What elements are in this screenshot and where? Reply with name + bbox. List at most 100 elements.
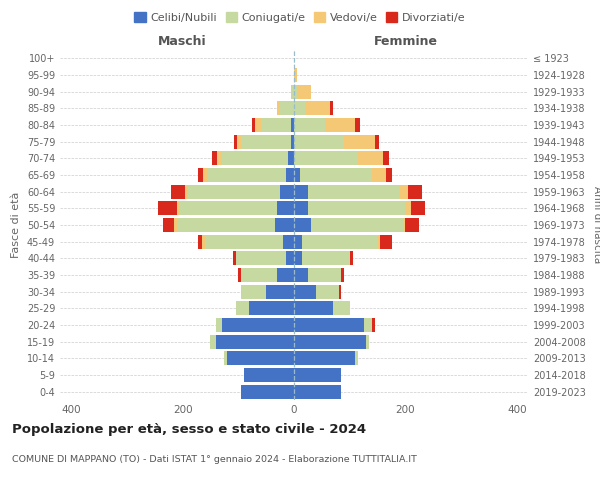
Bar (294, 384, 341, 399)
Bar (299, 168, 372, 182)
Bar (275, 218, 294, 232)
Bar (294, 201, 308, 216)
Bar (280, 184, 294, 199)
Bar (277, 201, 294, 216)
Text: Maschi: Maschi (158, 34, 207, 48)
Text: Femmine: Femmine (373, 34, 437, 48)
Bar (197, 168, 203, 182)
Bar (294, 234, 302, 249)
Bar (234, 134, 236, 149)
Bar (236, 251, 286, 266)
Bar (294, 318, 364, 332)
Bar (294, 84, 297, 99)
Bar (216, 318, 221, 332)
Bar (355, 118, 360, 132)
Bar (325, 118, 355, 132)
Bar (305, 102, 330, 116)
Bar (302, 251, 350, 266)
Bar (294, 284, 316, 298)
Bar (197, 234, 202, 249)
Bar (241, 384, 294, 399)
Bar (236, 134, 241, 149)
Bar (241, 284, 266, 298)
Bar (311, 218, 403, 232)
Bar (241, 134, 291, 149)
Bar (289, 152, 294, 166)
Bar (294, 118, 325, 132)
Bar (294, 368, 341, 382)
Bar (280, 102, 294, 116)
Bar (286, 251, 294, 266)
Bar (260, 118, 291, 132)
Bar (341, 268, 344, 282)
Bar (211, 334, 216, 349)
Bar (157, 201, 177, 216)
Bar (185, 184, 188, 199)
Bar (294, 152, 358, 166)
Bar (283, 234, 294, 249)
Bar (294, 68, 297, 82)
Bar (244, 368, 294, 382)
Bar (203, 168, 208, 182)
Bar (333, 301, 350, 316)
Bar (294, 102, 305, 116)
Bar (221, 318, 294, 332)
Bar (216, 334, 294, 349)
Bar (188, 184, 280, 199)
Bar (180, 201, 277, 216)
Bar (291, 134, 294, 149)
Bar (294, 334, 367, 349)
Bar (163, 218, 174, 232)
Bar (205, 234, 283, 249)
Bar (403, 218, 406, 232)
Bar (177, 218, 275, 232)
Bar (386, 168, 392, 182)
Bar (277, 102, 280, 116)
Bar (367, 334, 369, 349)
Bar (408, 184, 422, 199)
Bar (344, 134, 375, 149)
Bar (233, 251, 235, 266)
Bar (308, 201, 406, 216)
Bar (330, 102, 333, 116)
Bar (372, 168, 386, 182)
Bar (411, 201, 425, 216)
Bar (375, 134, 379, 149)
Bar (177, 201, 180, 216)
Bar (221, 152, 289, 166)
Bar (380, 234, 392, 249)
Bar (224, 352, 227, 366)
Bar (174, 218, 177, 232)
Bar (294, 134, 344, 149)
Bar (294, 301, 333, 316)
Bar (316, 284, 338, 298)
Bar (294, 218, 311, 232)
Bar (297, 84, 311, 99)
Bar (383, 152, 389, 166)
Bar (286, 168, 294, 182)
Bar (277, 268, 294, 282)
Bar (308, 268, 341, 282)
Bar (372, 318, 375, 332)
Bar (406, 218, 419, 232)
Bar (358, 152, 383, 166)
Bar (252, 118, 255, 132)
Text: Popolazione per età, sesso e stato civile - 2024: Popolazione per età, sesso e stato civil… (12, 422, 366, 436)
Bar (350, 251, 353, 266)
Legend: Celibi/Nubili, Coniugati/e, Vedovi/e, Divorziati/e: Celibi/Nubili, Coniugati/e, Vedovi/e, Di… (130, 8, 470, 28)
Bar (308, 184, 400, 199)
Bar (238, 268, 241, 282)
Bar (266, 284, 294, 298)
Bar (217, 152, 221, 166)
Bar (355, 352, 358, 366)
Bar (202, 234, 205, 249)
Bar (400, 184, 408, 199)
Bar (236, 301, 250, 316)
Y-axis label: Fasce di età: Fasce di età (11, 192, 21, 258)
Bar (364, 318, 372, 332)
Bar (294, 268, 308, 282)
Bar (227, 352, 294, 366)
Bar (241, 268, 277, 282)
Bar (172, 184, 185, 199)
Bar (294, 168, 299, 182)
